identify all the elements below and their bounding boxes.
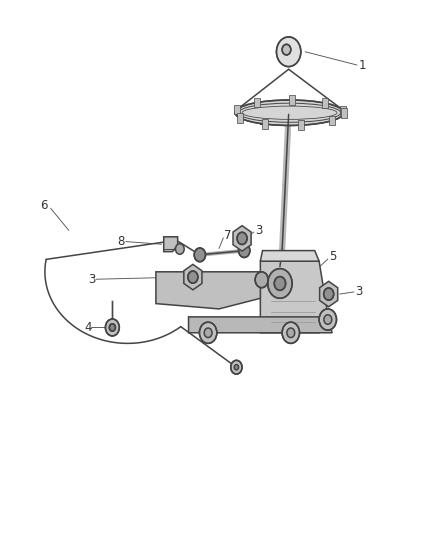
Text: 3: 3 bbox=[355, 286, 362, 298]
Text: 4: 4 bbox=[84, 321, 92, 334]
Circle shape bbox=[110, 324, 116, 331]
Circle shape bbox=[234, 365, 239, 370]
Circle shape bbox=[287, 328, 295, 337]
Circle shape bbox=[204, 328, 212, 337]
Polygon shape bbox=[233, 225, 251, 251]
Ellipse shape bbox=[235, 100, 344, 125]
Bar bbox=[322, 99, 328, 108]
Text: 3: 3 bbox=[88, 273, 96, 286]
Polygon shape bbox=[260, 261, 328, 333]
Bar bbox=[341, 108, 347, 117]
Circle shape bbox=[176, 244, 184, 254]
Bar bbox=[237, 113, 243, 123]
Text: 6: 6 bbox=[41, 199, 48, 212]
Circle shape bbox=[106, 319, 119, 336]
Circle shape bbox=[237, 232, 247, 245]
Text: 2: 2 bbox=[258, 115, 266, 128]
Bar bbox=[262, 119, 268, 129]
Circle shape bbox=[324, 315, 332, 324]
Polygon shape bbox=[184, 264, 202, 290]
Bar bbox=[329, 116, 335, 125]
Polygon shape bbox=[320, 281, 338, 307]
Circle shape bbox=[268, 269, 292, 298]
Circle shape bbox=[282, 322, 300, 343]
Text: 7: 7 bbox=[224, 229, 232, 242]
Bar bbox=[340, 106, 346, 115]
Bar bbox=[254, 98, 260, 107]
Circle shape bbox=[276, 37, 301, 67]
Polygon shape bbox=[156, 272, 260, 309]
Circle shape bbox=[199, 322, 217, 343]
Text: 1: 1 bbox=[358, 59, 366, 71]
Text: 5: 5 bbox=[328, 251, 336, 263]
Circle shape bbox=[324, 288, 334, 300]
Bar bbox=[234, 105, 240, 115]
Text: 8: 8 bbox=[117, 235, 125, 248]
Circle shape bbox=[194, 248, 205, 262]
Circle shape bbox=[274, 277, 286, 290]
Bar bbox=[289, 95, 295, 105]
Circle shape bbox=[239, 244, 250, 257]
Polygon shape bbox=[260, 251, 319, 261]
Circle shape bbox=[188, 271, 198, 283]
Circle shape bbox=[319, 309, 336, 330]
Circle shape bbox=[282, 44, 291, 55]
Polygon shape bbox=[164, 237, 178, 252]
Circle shape bbox=[231, 360, 242, 374]
Polygon shape bbox=[188, 317, 332, 333]
Circle shape bbox=[255, 272, 268, 288]
Text: 3: 3 bbox=[254, 224, 262, 237]
Bar bbox=[298, 120, 304, 130]
